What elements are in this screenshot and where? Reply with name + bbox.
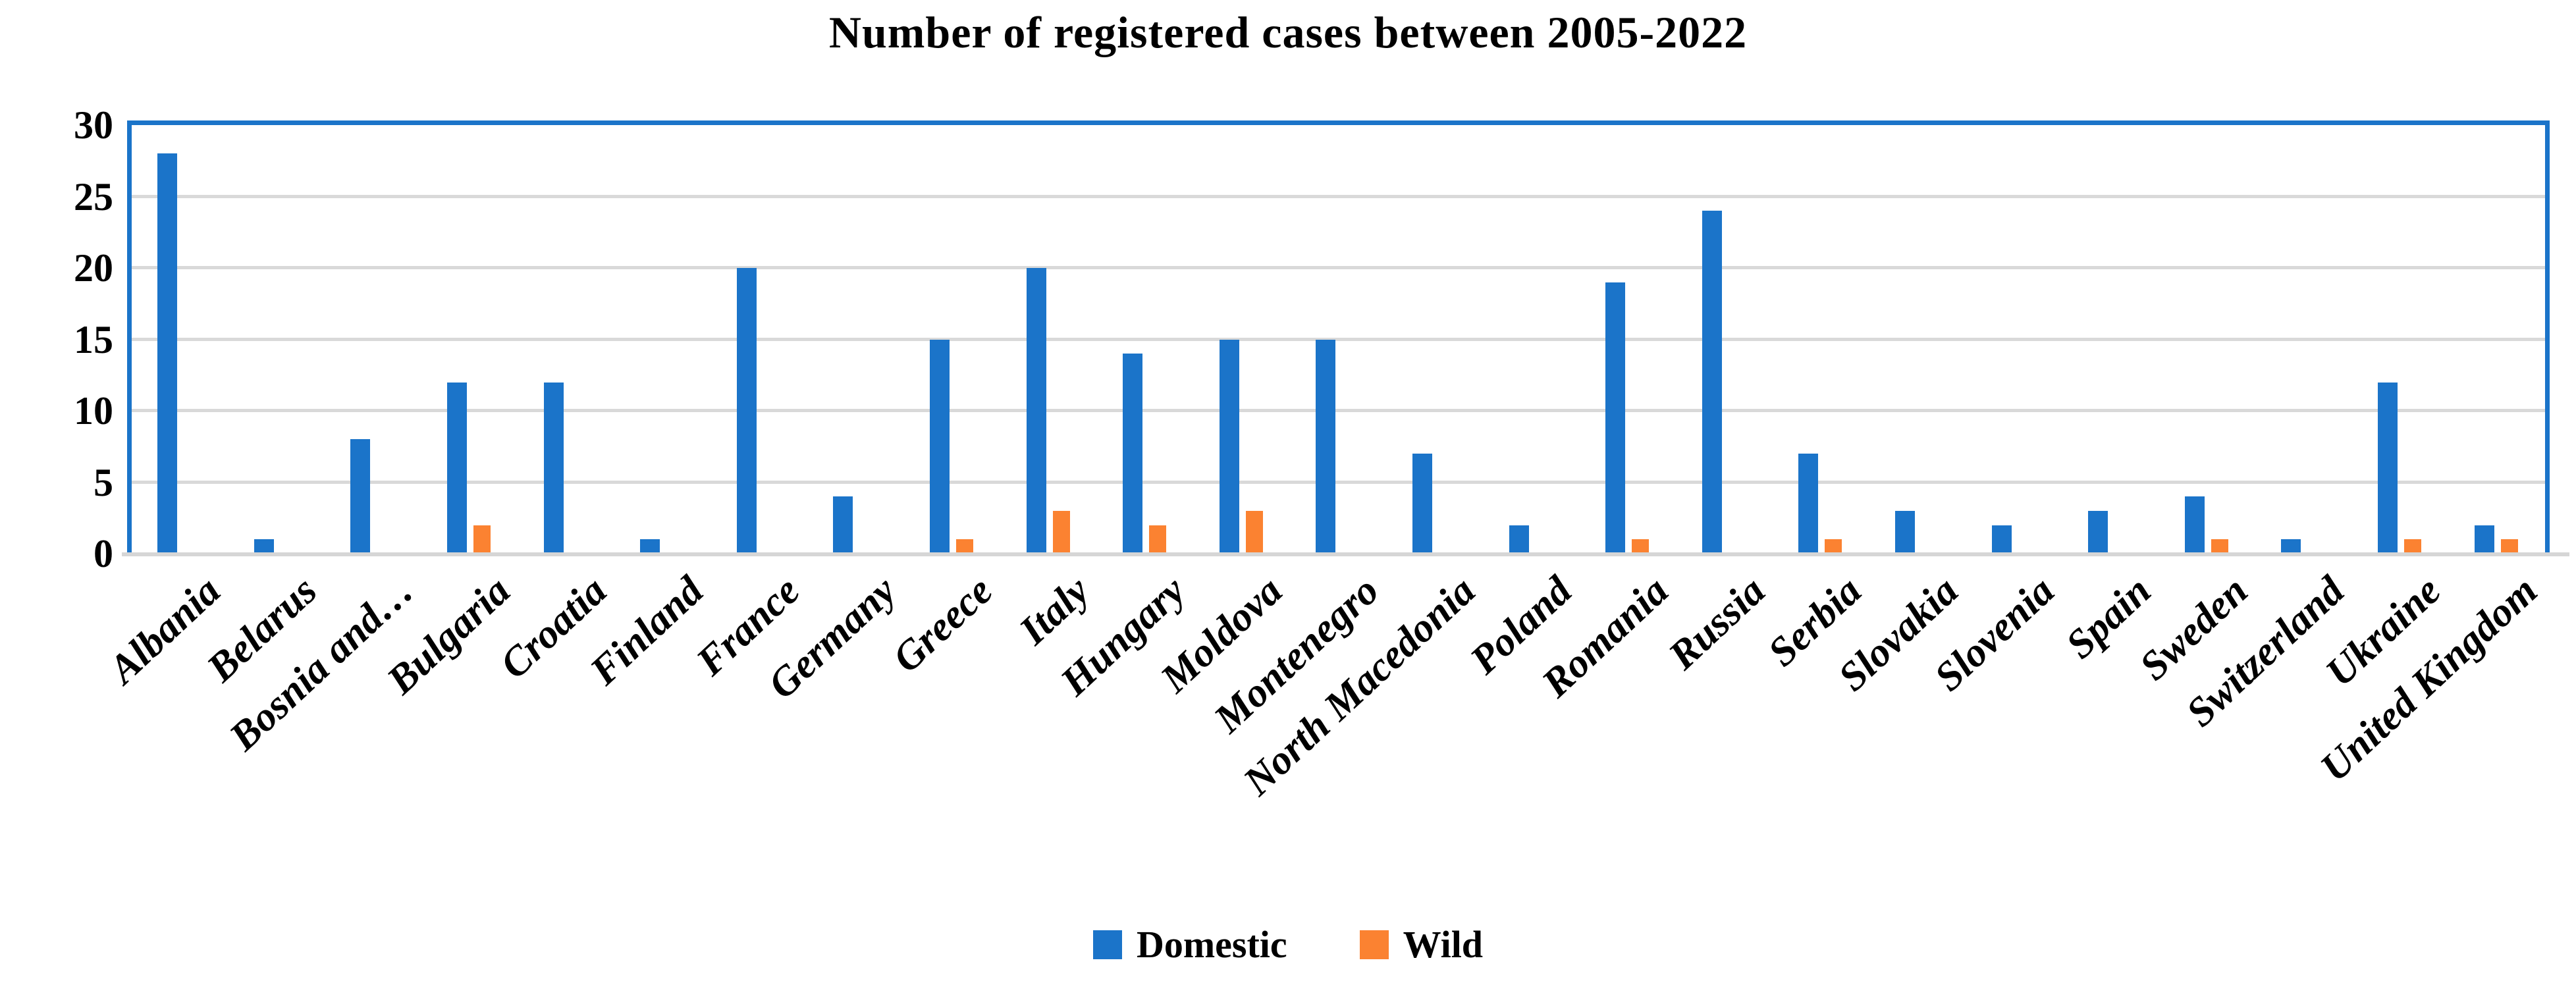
x-axis-label-greece: Greece [884,568,1002,681]
category-slot-belarus: Belarus [199,125,325,691]
y-axis-label-10: 10 [74,389,113,433]
bar-domestic-united-kingdom [2474,525,2494,554]
legend-label-domestic: Domestic [1136,923,1287,966]
bar-domestic-finland [640,539,660,554]
category-slot-greece: Greece [884,125,1001,681]
category-slot-switzerland: Switzerland [2178,125,2353,735]
legend-item-wild: Wild [1359,923,1484,966]
bar-wild-ukraine [2404,539,2422,554]
bar-domestic-switzerland [2281,539,2301,554]
bar-domestic-russia [1702,211,1722,554]
y-axis-label-20: 20 [74,246,113,290]
bar-domestic-sweden [2184,496,2205,554]
category-slot-slovakia: Slovakia [1830,125,1966,700]
bar-domestic-montenegro [1316,339,1336,554]
legend: Domestic Wild [0,926,2576,964]
x-axis-label-russia: Russia [1659,568,1774,679]
bar-wild-romania [1632,539,1650,554]
bar-wild-italy [1052,510,1070,554]
bar-domestic-greece [930,339,950,554]
category-slot-france: France [688,125,808,684]
bar-domestic-belarus [254,539,274,554]
bar-wild-hungary [1149,525,1167,554]
bar-wild-greece [956,539,974,554]
x-axis-label-italy: Italy [1010,568,1098,654]
category-slot-finland: Finland [581,125,712,694]
legend-swatch-wild [1359,930,1389,959]
chart-title: Number of registered cases between 2005-… [828,7,1748,57]
bar-domestic-germany [833,496,853,554]
legend-swatch-domestic [1092,930,1122,959]
bar-wild-united-kingdom [2500,539,2518,554]
category-slot-moldova: Moldova [1152,125,1291,701]
category-slot-ukraine: Ukraine [2317,125,2449,695]
bar-domestic-poland [1509,525,1529,554]
bar-domestic-ukraine [2378,382,2398,554]
category-slot-sweden: Sweden [2131,125,2256,689]
category-slot-russia: Russia [1660,125,1773,678]
category-slot-germany: Germany [760,125,905,708]
category-slot-poland: Poland [1462,125,1580,683]
bar-domestic-serbia [1798,454,1819,554]
category-slot-romania: Romania [1534,125,1677,706]
bar-domestic-bulgaria [447,382,468,554]
category-slot-slovenia: Slovenia [1926,125,2063,700]
bar-domestic-spain [2088,510,2108,554]
category-slot-montenegro: Montenegro [1206,125,1387,741]
category-slot-albania: Albania [101,125,229,692]
category-slot-bulgaria: Bulgaria [379,125,518,703]
gridline-20 [132,266,2545,269]
bar-wild-sweden [2211,539,2228,554]
plot-area: Albania Belarus Bosnia and… Bulgaria Croatia… [101,120,2550,804]
x-axis-line [122,552,2569,556]
category-slot-united-kingdom: United Kingdom [2312,125,2546,790]
gridline-25 [132,194,2545,198]
category-slot-serbia: Serbia [1760,125,1870,675]
bar-wild-moldova [1245,510,1263,554]
y-axis-label-5: 5 [94,460,113,504]
bar-domestic-north-macedonia [1412,454,1433,554]
legend-item-domestic: Domestic [1092,923,1287,966]
bar-domestic-albania [157,153,178,554]
bar-wild-serbia [1825,539,1842,554]
category-slot-croatia: Croatia [492,125,615,687]
gridline-5 [132,480,2545,484]
gridline-15 [132,337,2545,341]
bar-domestic-france [736,268,757,554]
bar-domestic-slovakia [1895,510,1916,554]
bar-domestic-bosnia-and [350,439,371,554]
bar-domestic-romania [1605,282,1626,554]
y-axis-label-30: 30 [74,103,113,147]
category-slot-north-macedonia: North Macedonia [1235,125,1484,804]
y-axis-label-0: 0 [94,532,113,575]
legend-label-wild: Wild [1403,923,1484,966]
bar-domestic-croatia [543,382,564,554]
y-axis-label-25: 25 [74,174,113,219]
bar-wild-bulgaria [473,525,491,554]
gridline-10 [132,409,2545,412]
category-slot-spain: Spain [2058,125,2160,668]
category-slot-italy: Italy [1000,125,1098,653]
bar-domestic-slovenia [1991,525,2012,554]
x-axis-label-albania: Albania [100,568,229,693]
bar-domestic-moldova [1219,339,1239,554]
bar-domestic-hungary [1123,354,1143,554]
category-slot-hungary: Hungary [1052,125,1194,704]
category-slot-bosnia-and: Bosnia and… [221,125,422,759]
y-axis-label-15: 15 [74,317,113,361]
bar-domestic-italy [1026,268,1046,554]
